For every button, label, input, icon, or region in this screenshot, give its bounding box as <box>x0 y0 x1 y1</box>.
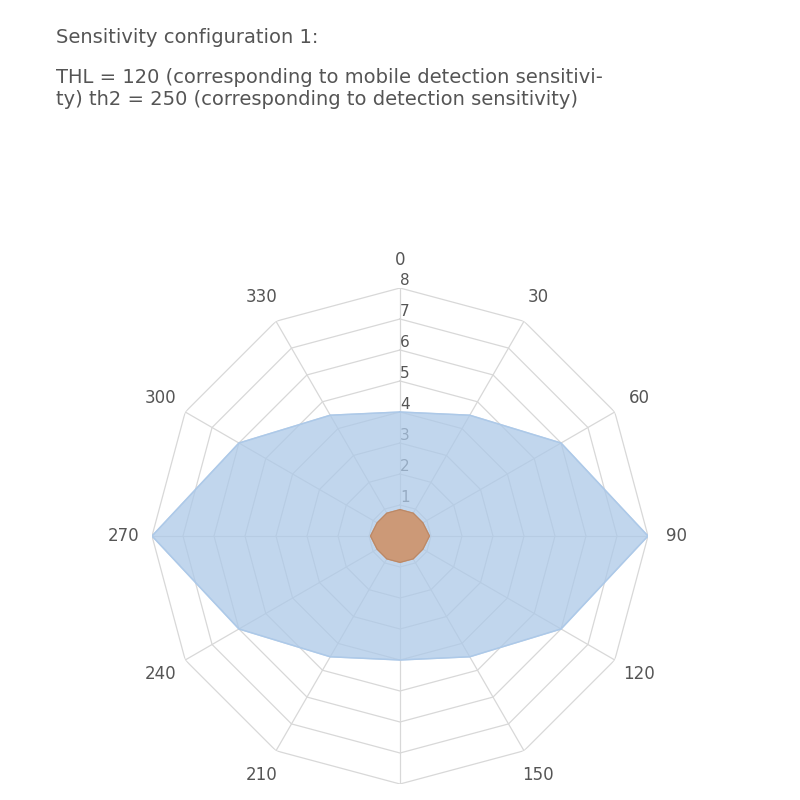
Text: THL = 120 (corresponding to mobile detection sensitivi-
ty) th2 = 250 (correspon: THL = 120 (corresponding to mobile detec… <box>56 68 603 109</box>
Text: Sensitivity configuration 1:: Sensitivity configuration 1: <box>56 28 318 47</box>
Polygon shape <box>152 412 648 660</box>
Polygon shape <box>370 510 430 562</box>
